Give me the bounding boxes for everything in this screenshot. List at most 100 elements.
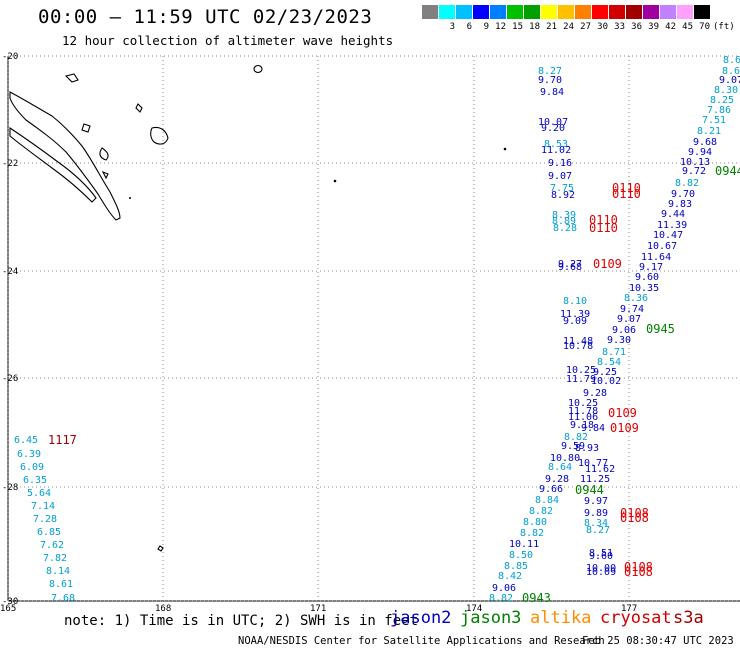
wave-height-value: 9.74 (620, 304, 644, 315)
pass-time-label: 0108 (620, 506, 649, 520)
wave-height-value: 9.60 (589, 551, 613, 562)
color-scale-swatch (626, 5, 643, 19)
wave-height-value: 9.30 (607, 335, 631, 346)
color-scale-label: 18 (529, 22, 540, 32)
pass-time-label: 0108 (624, 560, 653, 574)
wave-height-value: 8.93 (575, 443, 599, 454)
wave-height-value: 8.84 (535, 495, 559, 506)
wave-height-value: 9.83 (668, 199, 692, 210)
color-scale-label: 42 (665, 22, 676, 32)
pass-time-label: 0944 (575, 483, 604, 497)
wave-height-value: 8.53 (544, 139, 568, 150)
wave-height-value: 9.84 (581, 423, 605, 434)
wave-height-value: 9.16 (548, 158, 572, 169)
wave-height-value: 8.82 (520, 528, 544, 539)
wave-height-value: 10.09 (586, 567, 616, 578)
pass-time-label: 0110 (612, 181, 641, 195)
wave-height-value: 9.28 (583, 388, 607, 399)
wave-height-value: 11.06 (568, 412, 598, 423)
wave-height-value: 10.25 (568, 398, 598, 409)
wave-height-value: 10.13 (680, 157, 710, 168)
color-scale-swatch (558, 5, 575, 19)
small-islands (129, 147, 507, 199)
wave-height-value: 8.82 (675, 178, 699, 189)
longitude-label: 177 (621, 604, 637, 614)
wave-height-value: 8.21 (697, 126, 721, 137)
color-scale-swatch (473, 5, 490, 19)
pass-time-label: 0943 (522, 591, 551, 605)
wave-height-value: 9.68 (558, 262, 582, 273)
page-title: 00:00 — 11:59 UTC 02/23/2023 (38, 6, 373, 28)
pass-time-label: 0944 (715, 164, 740, 178)
wave-height-value: 8.30 (714, 85, 738, 96)
wave-height-value: 9.89 (584, 508, 608, 519)
pass-time-label: 0108 (624, 565, 653, 579)
latitude-label: -28 (2, 483, 18, 493)
pass-time-label: 1117 (48, 433, 77, 447)
color-scale-unit: (ft) (713, 22, 735, 32)
pass-time-label: 0945 (646, 322, 675, 336)
wave-height-value: 11.64 (641, 252, 671, 263)
wave-height-value: 8.42 (498, 571, 522, 582)
wave-height-value: 11.25 (580, 474, 610, 485)
color-scale-label: 12 (495, 22, 506, 32)
wave-height-value: 9.70 (538, 75, 562, 86)
wave-height-value: 6.35 (23, 475, 47, 486)
wave-height-value: 7.75 (550, 183, 574, 194)
wave-height-value: 8.6 (722, 66, 740, 77)
wave-height-value: 10.35 (629, 283, 659, 294)
latitude-label: -26 (2, 374, 18, 384)
latitude-label: -30 (2, 597, 18, 607)
wave-height-value: 9.07 (548, 171, 572, 182)
color-scale-swatch (541, 5, 558, 19)
wave-height-value: 6.85 (37, 527, 61, 538)
wave-height-value: 9.06 (492, 583, 516, 594)
wave-height-value: 6.09 (20, 462, 44, 473)
wave-height-value: 8.80 (523, 517, 547, 528)
color-scale-swatch (609, 5, 626, 19)
wave-height-value: 9.20 (541, 123, 565, 134)
wave-height-value: 9.84 (540, 87, 564, 98)
longitude-label: 174 (466, 604, 482, 614)
wave-height-value: 8.82 (529, 506, 553, 517)
pass-time-label: 0110 (589, 221, 618, 235)
color-scale-swatch (694, 5, 711, 19)
wave-height-value: 11.39 (560, 309, 590, 320)
latitude-label: -24 (2, 267, 18, 277)
color-scale-label: 15 (512, 22, 523, 32)
footnote: note: 1) Time is in UTC; 2) SWH is in fe… (64, 613, 419, 629)
wave-height-value: 7.68 (51, 593, 75, 604)
wave-height-value: 8.50 (509, 550, 533, 561)
wave-height-value: 9.06 (612, 325, 636, 336)
wave-height-value: 11.78 (568, 406, 598, 417)
wave-height-value: 11.48 (563, 336, 593, 347)
color-scale-label: 45 (682, 22, 693, 32)
wave-height-value: 8.51 (589, 548, 613, 559)
wave-height-value: 8.27 (538, 66, 562, 77)
wave-height-value: 10.25 (566, 365, 596, 376)
color-scale-swatch (592, 5, 609, 19)
wave-height-value: 10.77 (578, 458, 608, 469)
wave-height-value: 7.86 (707, 105, 731, 116)
color-scale-label: 30 (597, 22, 608, 32)
wave-height-value: 8.27 (586, 525, 610, 536)
page-subtitle: 12 hour collection of altimeter wave hei… (62, 33, 394, 48)
wave-height-value: 9.66 (539, 484, 563, 495)
wave-height-value: 9.07 (617, 314, 641, 325)
latitude-label: -22 (2, 159, 18, 169)
color-scale-label: 33 (614, 22, 625, 32)
legend-cryosat: cryosat (600, 608, 672, 628)
longitude-label: 171 (310, 604, 326, 614)
wave-height-value: 8.71 (602, 347, 626, 358)
wave-height-value: 10.00 (586, 563, 616, 574)
color-scale-swatch (677, 5, 694, 19)
color-scale-label: 27 (580, 22, 591, 32)
wave-height-value: 9.68 (693, 137, 717, 148)
legend-s3a: s3a (673, 608, 704, 628)
color-scale-label: 39 (648, 22, 659, 32)
pass-time-label: 0110 (612, 187, 641, 201)
wave-height-value: 6.39 (17, 449, 41, 460)
